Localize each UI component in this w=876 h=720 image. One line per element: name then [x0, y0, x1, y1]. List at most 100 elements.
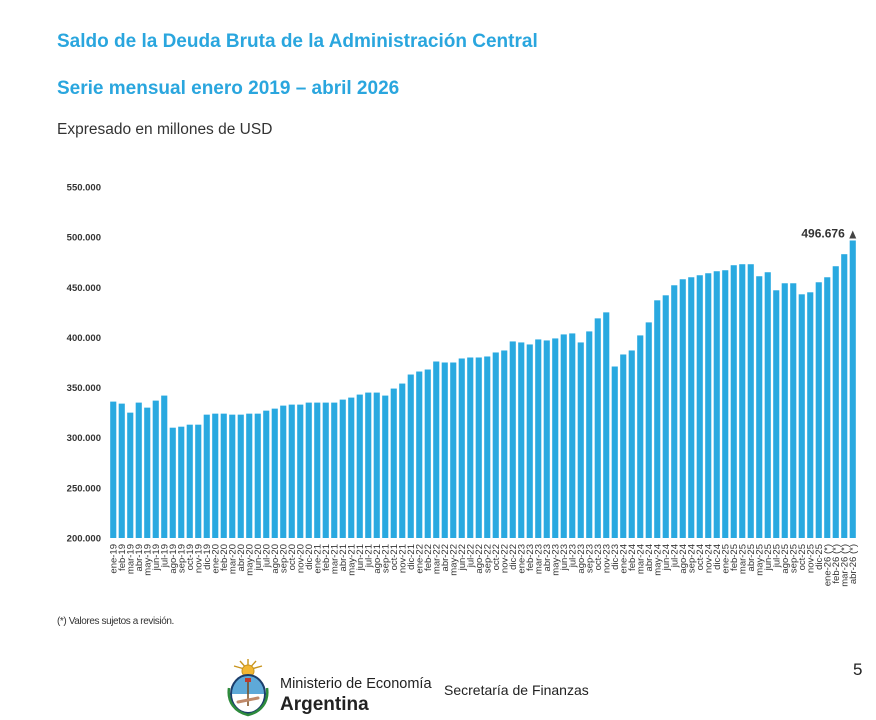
- bar: [263, 410, 270, 538]
- bar: [705, 273, 712, 538]
- bar: [382, 395, 389, 538]
- bar: [560, 334, 567, 538]
- ministry-name: Ministerio de Economía: [280, 676, 432, 692]
- country-name: Argentina: [280, 694, 369, 715]
- bar: [246, 413, 253, 538]
- x-tick-label: ene-22: [414, 544, 425, 574]
- x-tick-label: nov-21: [397, 544, 408, 573]
- bar: [747, 264, 754, 538]
- bar: [458, 358, 465, 538]
- x-tick-label: mar-25: [737, 544, 748, 574]
- x-tick-label: feb-23: [525, 544, 536, 571]
- bar: [518, 342, 525, 538]
- x-tick-label: nov-22: [499, 544, 510, 573]
- bar: [297, 404, 304, 538]
- x-tick-label: may-23: [550, 544, 561, 576]
- x-tick-label: dic-24: [712, 544, 723, 570]
- bar: [645, 322, 652, 538]
- bar: [467, 357, 474, 538]
- x-tick-label: may-19: [142, 544, 153, 576]
- bar: [832, 266, 839, 538]
- x-tick-label: feb-20: [219, 544, 230, 571]
- bar: [399, 383, 406, 538]
- bar: [611, 366, 618, 538]
- bar: [815, 282, 822, 538]
- bar: [144, 407, 151, 538]
- x-tick-label: abr-21: [338, 544, 349, 571]
- x-tick-label: abr-19: [134, 544, 145, 571]
- x-tick-label: jun-24: [661, 544, 672, 571]
- bar: [178, 426, 185, 538]
- bar: [654, 300, 661, 538]
- x-tick-label: ago-23: [576, 544, 587, 574]
- x-tick-label: ene-21: [312, 544, 323, 574]
- chart-title: Saldo de la Deuda Bruta de la Administra…: [57, 31, 538, 52]
- x-tick-label: feb-25: [729, 544, 740, 571]
- bar: [220, 413, 227, 538]
- bar: [671, 285, 678, 538]
- bar: [637, 335, 644, 538]
- bar: [254, 413, 261, 538]
- x-tick-label: feb-24: [627, 544, 638, 571]
- x-tick-label: ene-24: [618, 544, 629, 574]
- y-tick-label: 300.000: [67, 433, 101, 444]
- coat-of-arms-logo: [227, 659, 269, 717]
- x-tick-label: jul-25: [771, 544, 782, 568]
- bar: [849, 240, 856, 538]
- bar: [416, 371, 423, 538]
- x-tick-label: nov-25: [805, 544, 816, 573]
- x-tick-label: dic-20: [304, 544, 315, 570]
- bar: [169, 427, 176, 538]
- x-tick-label: dic-19: [202, 544, 213, 570]
- x-tick-label: oct-21: [389, 544, 400, 570]
- x-tick-label: ene-25: [720, 544, 731, 574]
- units-label: Expresado en millones de USD: [57, 121, 273, 138]
- x-tick-label: jul-24: [669, 544, 680, 568]
- bar: [152, 400, 159, 538]
- x-tick-label: ene-19: [108, 544, 119, 574]
- x-tick-label: ago-22: [474, 544, 485, 574]
- x-tick-label: may-22: [448, 544, 459, 576]
- bar: [535, 339, 542, 538]
- x-tick-label: sep-21: [380, 544, 391, 573]
- bars: [110, 240, 856, 538]
- x-tick-label: nov-24: [703, 544, 714, 573]
- x-tick-label: nov-19: [193, 544, 204, 573]
- x-tick-label: jul-21: [363, 544, 374, 568]
- x-tick-label: abr-20: [236, 544, 247, 571]
- x-tick-label: jul-22: [465, 544, 476, 568]
- y-tick-label: 450.000: [67, 283, 101, 294]
- x-tick-label: may-24: [652, 544, 663, 576]
- bar: [501, 350, 508, 538]
- x-tick-label: ene-23: [516, 544, 527, 574]
- bar: [594, 318, 601, 538]
- bar: [339, 399, 346, 538]
- bar: [373, 392, 380, 538]
- x-tick-label: feb-22: [423, 544, 434, 571]
- bar: [807, 292, 814, 538]
- bar: [441, 362, 448, 538]
- bar: [161, 395, 168, 538]
- bar: [390, 388, 397, 538]
- bar: [475, 357, 482, 538]
- bar: [492, 352, 499, 538]
- bar: [135, 402, 142, 538]
- x-tick-label: may-20: [244, 544, 255, 576]
- bar: [739, 264, 746, 538]
- footnote: (*) Valores sujetos a revisión.: [57, 616, 174, 627]
- x-tick-label: sep-20: [278, 544, 289, 573]
- x-tick-label: ago-21: [372, 544, 383, 574]
- x-tick-label: jun-19: [151, 544, 162, 571]
- x-tick-label: ago-20: [270, 544, 281, 574]
- bar: [288, 404, 295, 538]
- last-value-annotation: 496.676: [801, 226, 857, 240]
- x-tick-label: oct-24: [695, 544, 706, 570]
- chart-subtitle: Serie mensual enero 2019 – abril 2026: [57, 78, 400, 99]
- x-tick-label: dic-25: [814, 544, 825, 570]
- y-axis: 200.000 250.000 300.000 350.000 400.000 450.0…: [67, 183, 101, 545]
- x-tick-label: dic-21: [406, 544, 417, 570]
- bar: [781, 283, 788, 538]
- x-tick-label: oct-20: [287, 544, 298, 570]
- x-tick-label: feb-26 (*): [831, 544, 842, 584]
- bar: [212, 413, 219, 538]
